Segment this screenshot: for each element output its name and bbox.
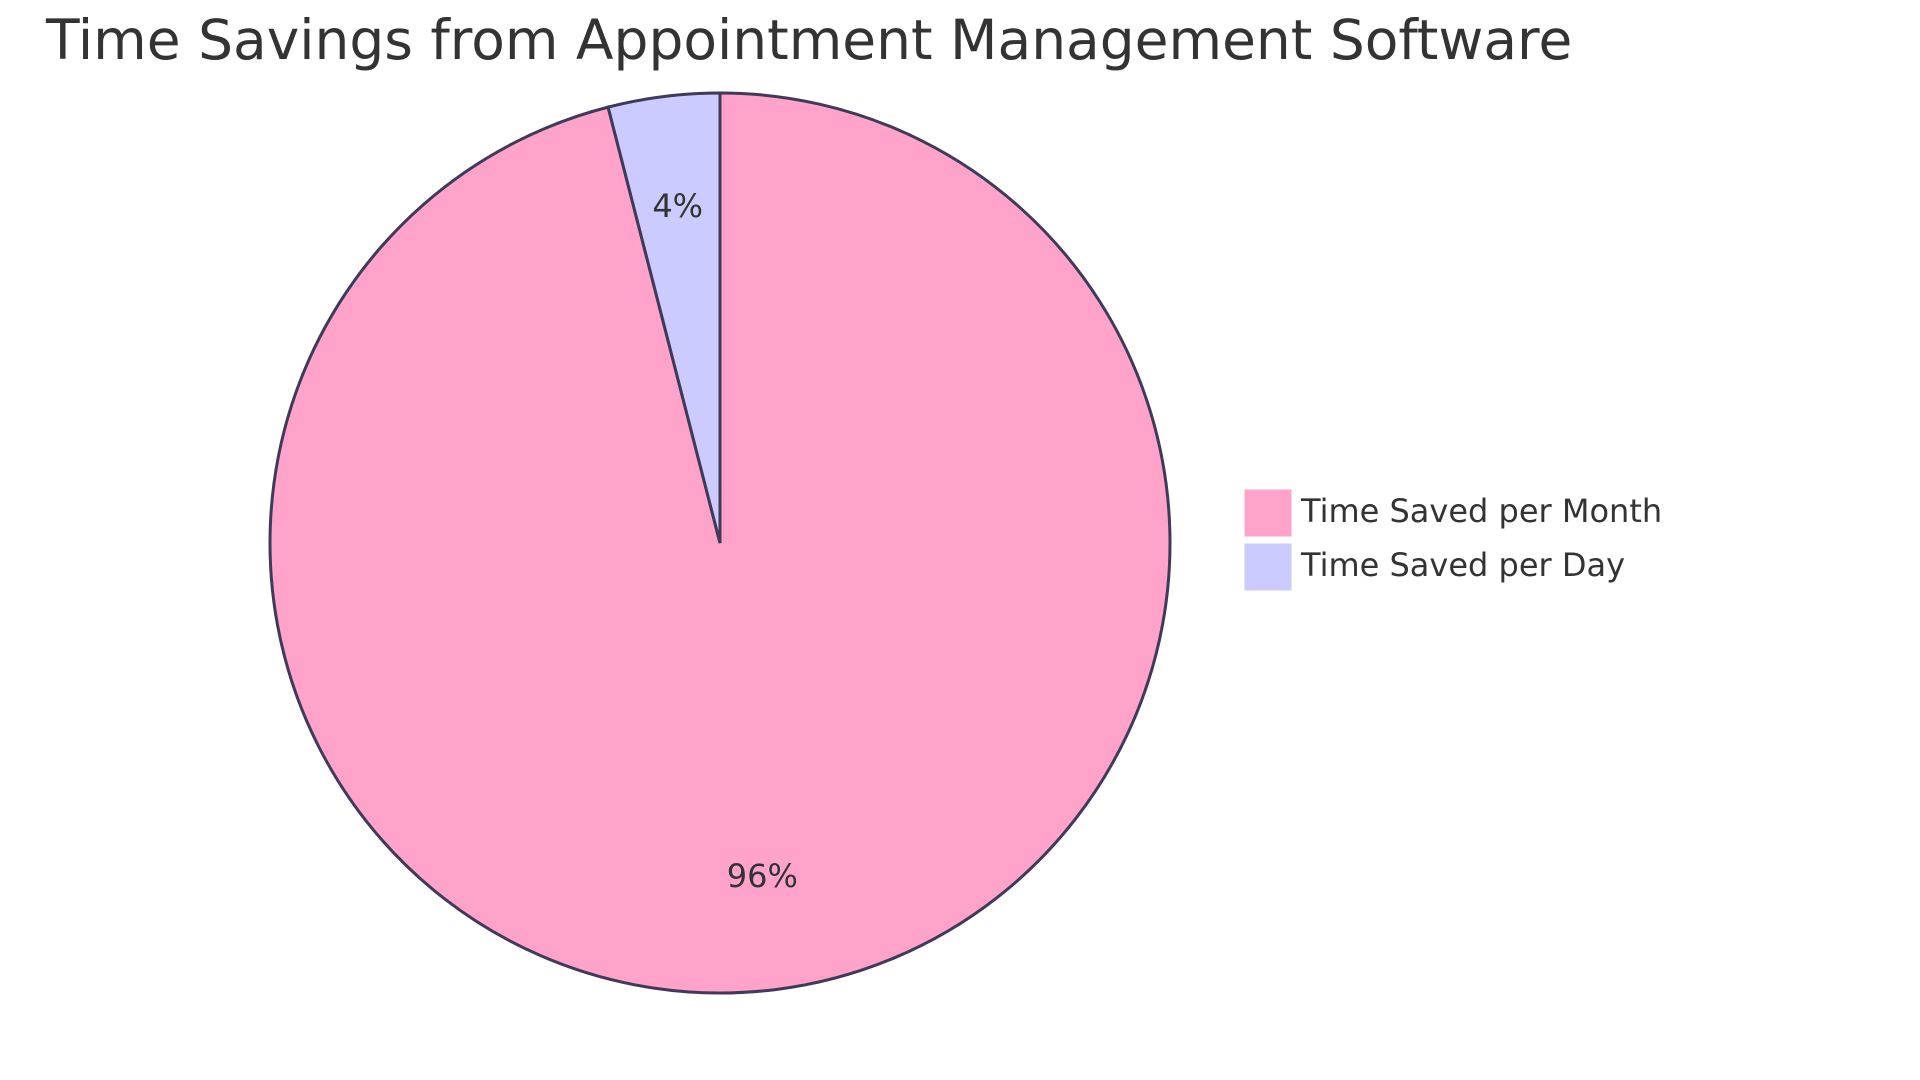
legend-label-1: Time Saved per Month: [1300, 492, 1662, 530]
slice-label-1: 96%: [727, 857, 798, 895]
legend-swatch-2: [1244, 543, 1292, 591]
legend-swatch-1: [1244, 489, 1292, 537]
chart-title: Time Savings from Appointment Management…: [46, 8, 1573, 72]
pie-slice-2: [606, 91, 722, 544]
pie-slices: [268, 91, 1172, 995]
legend-label-2: Time Saved per Day: [1300, 546, 1625, 584]
legend: Time Saved per Month Time Saved per Day: [1244, 489, 1662, 591]
slice-label-2: 4%: [652, 187, 703, 225]
slice-labels: 96% 4%: [652, 187, 798, 895]
